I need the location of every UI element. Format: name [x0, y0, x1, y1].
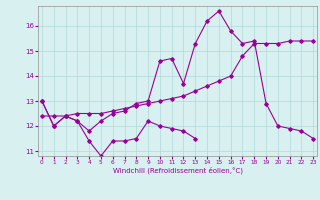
X-axis label: Windchill (Refroidissement éolien,°C): Windchill (Refroidissement éolien,°C) [113, 167, 243, 174]
